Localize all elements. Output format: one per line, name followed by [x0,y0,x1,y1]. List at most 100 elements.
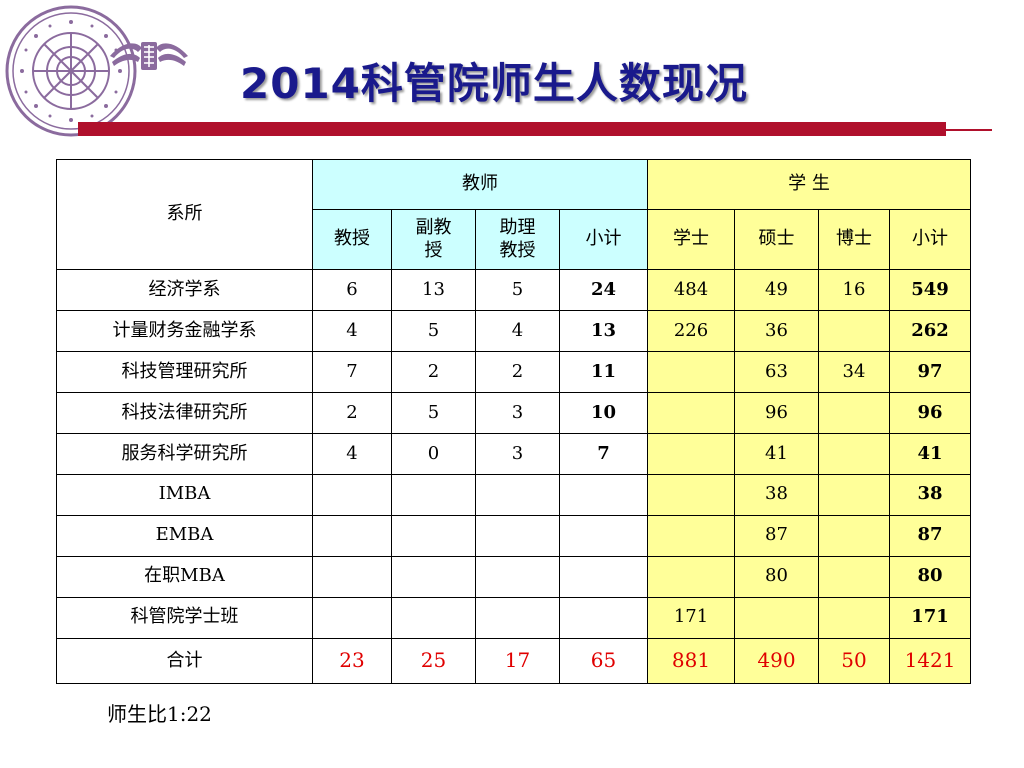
header-assistant-professor: 助理教授 [475,209,560,270]
cell-professor [312,555,392,598]
cell-student-subtotal: 171 [888,596,972,639]
cell-professor: 2 [312,391,392,434]
total-assistant-professor: 17 [475,637,560,685]
header-assistant-professor-text: 助理教授 [499,217,536,261]
cell-bachelor [647,432,735,475]
header-teacher-subtotal: 小计 [559,209,648,270]
cell-teacher-subtotal: 7 [559,432,648,475]
dept-name: IMBA [56,473,313,516]
faculty-student-table: 系所 教师 学 生 教授 副教授 助理教授 小计 学士 硕士 博士 小计 经济学… [56,159,972,685]
table-row: 科技法律研究所 2 5 3 10 96 96 [56,391,972,434]
table-row: 科管院学士班 171 171 [56,596,972,639]
cell-assistant-professor [475,596,560,639]
cell-doctor [818,473,890,516]
cell-master: 80 [734,555,819,598]
cell-associate-professor: 5 [391,309,476,352]
header-teachers-group: 教师 [312,159,648,210]
cell-assistant-professor: 2 [475,350,560,393]
cell-bachelor: 171 [647,596,735,639]
cell-doctor [818,596,890,639]
cell-bachelor [647,391,735,434]
cell-professor [312,514,392,557]
cell-associate-professor [391,555,476,598]
cell-associate-professor [391,514,476,557]
cell-associate-professor [391,596,476,639]
cell-master: 36 [734,309,819,352]
cell-doctor: 34 [818,350,890,393]
cell-master: 38 [734,473,819,516]
header-bachelor: 学士 [647,209,735,270]
cell-associate-professor: 0 [391,432,476,475]
table-row: EMBA 87 87 [56,514,972,557]
cell-teacher-subtotal: 11 [559,350,648,393]
cell-professor: 4 [312,309,392,352]
dept-name: 科技管理研究所 [56,350,313,393]
header-students-group: 学 生 [646,159,972,210]
header-student-subtotal: 小计 [888,209,972,270]
page-title: 2014科管院师生人数现况 [240,59,748,108]
teacher-student-ratio: 师生比1:22 [107,702,212,726]
cell-doctor: 16 [818,269,890,311]
table-row: 在职MBA 80 80 [56,555,972,598]
table-row: 科技管理研究所 7 2 2 11 63 34 97 [56,350,972,393]
cell-bachelor [647,350,735,393]
dept-name: 科技法律研究所 [56,391,313,434]
cell-master: 87 [734,514,819,557]
cell-master: 49 [734,269,819,311]
cell-professor [312,596,392,639]
cell-bachelor [647,473,735,516]
cell-master: 63 [734,350,819,393]
cell-assistant-professor: 3 [475,391,560,434]
total-professor: 23 [312,637,392,685]
cell-bachelor: 484 [647,269,735,311]
header-associate-professor: 副教授 [391,209,476,270]
header-department: 系所 [56,159,313,270]
cell-student-subtotal: 97 [888,350,972,393]
cell-professor [312,473,392,516]
university-seal-logo [5,5,137,137]
cell-student-subtotal: 87 [888,514,972,557]
cell-assistant-professor [475,514,560,557]
cell-student-subtotal: 549 [888,269,972,311]
cell-master: 41 [734,432,819,475]
cell-doctor [818,555,890,598]
cell-teacher-subtotal: 13 [559,309,648,352]
dept-name: 计量财务金融学系 [56,309,313,352]
title-underline-tail [946,129,992,131]
cell-teacher-subtotal [559,555,648,598]
cell-teacher-subtotal: 10 [559,391,648,434]
cell-master: 96 [734,391,819,434]
dept-name: 科管院学士班 [56,596,313,639]
cell-professor: 6 [312,269,392,311]
total-associate-professor: 25 [391,637,476,685]
total-student-subtotal: 1421 [888,637,972,685]
cell-teacher-subtotal: 24 [559,269,648,311]
cell-bachelor [647,514,735,557]
cell-associate-professor: 2 [391,350,476,393]
cell-associate-professor: 13 [391,269,476,311]
total-bachelor: 881 [647,637,735,685]
cell-assistant-professor: 3 [475,432,560,475]
cell-assistant-professor: 5 [475,269,560,311]
cell-assistant-professor [475,555,560,598]
cell-associate-professor [391,473,476,516]
cell-associate-professor: 5 [391,391,476,434]
cell-doctor [818,514,890,557]
cell-bachelor: 226 [647,309,735,352]
title-underline-bar [78,122,946,136]
total-label: 合计 [56,637,313,685]
cell-master [734,596,819,639]
cell-student-subtotal: 96 [888,391,972,434]
cell-professor: 4 [312,432,392,475]
cell-doctor [818,391,890,434]
table-row: 计量财务金融学系 4 5 4 13 226 36 262 [56,309,972,352]
cell-assistant-professor: 4 [475,309,560,352]
cell-doctor [818,432,890,475]
header-associate-professor-text: 副教授 [415,217,452,261]
header-doctor: 博士 [818,209,890,270]
tsinghua-emblem-logo [110,42,188,70]
cell-student-subtotal: 38 [888,473,972,516]
table-row: 服务科学研究所 4 0 3 7 41 41 [56,432,972,475]
cell-student-subtotal: 41 [888,432,972,475]
header-master: 硕士 [734,209,819,270]
